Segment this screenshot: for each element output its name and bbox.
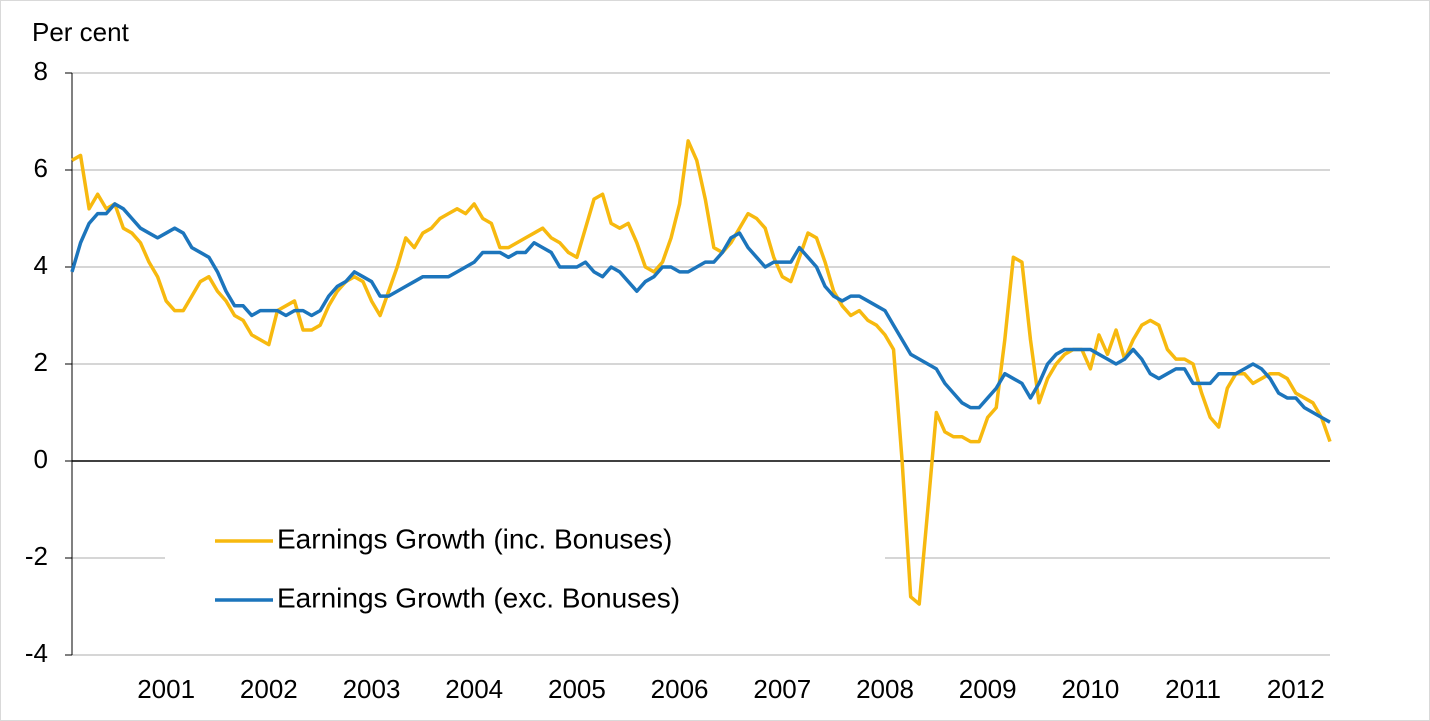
- y-tick-label: 4: [34, 250, 48, 280]
- x-tick-label: 2007: [753, 674, 811, 704]
- y-tick-label: -4: [25, 638, 48, 668]
- x-tick-label: 2005: [548, 674, 606, 704]
- x-tick-label: 2001: [137, 674, 195, 704]
- x-tick-label: 2011: [1165, 674, 1221, 704]
- y-tick-label: 6: [34, 153, 48, 183]
- x-tick-label: 2008: [856, 674, 914, 704]
- y-axis-label: Per cent: [32, 17, 130, 47]
- x-tick-label: 2003: [343, 674, 401, 704]
- legend-label: Earnings Growth (inc. Bonuses): [277, 523, 672, 554]
- y-tick-label: -2: [25, 541, 48, 571]
- x-tick-label: 2004: [445, 674, 503, 704]
- series-line: [71, 139, 1332, 606]
- x-tick-label: 2002: [240, 674, 298, 704]
- y-tick-label: 2: [34, 347, 48, 377]
- series-line: [70, 202, 1331, 424]
- x-tick-label: 2010: [1061, 674, 1119, 704]
- legend-label: Earnings Growth (exc. Bonuses): [277, 582, 680, 613]
- y-tick-label: 8: [34, 56, 48, 86]
- x-tick-label: 2009: [959, 674, 1017, 704]
- y-tick-label: 0: [34, 444, 48, 474]
- x-tick-label: 2006: [651, 674, 709, 704]
- x-tick-label: 2012: [1267, 674, 1325, 704]
- legend-box: [165, 510, 885, 628]
